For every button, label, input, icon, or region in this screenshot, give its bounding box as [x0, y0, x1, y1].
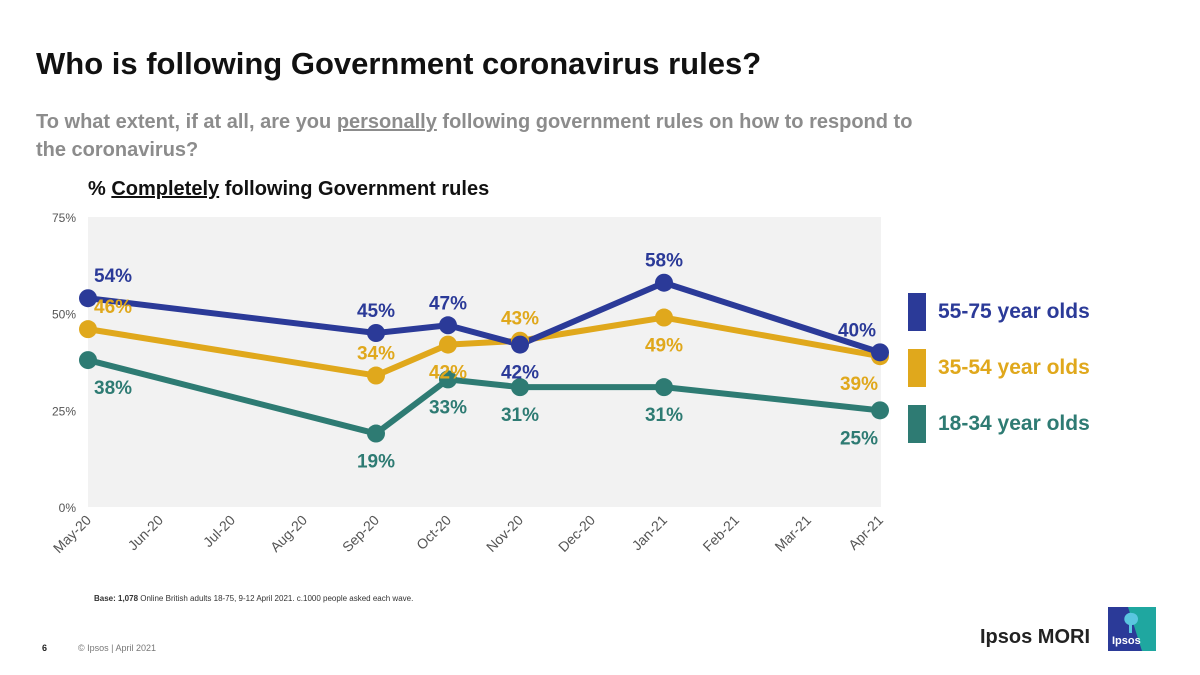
data-label: 54% — [94, 266, 132, 287]
x-tick-label: Sep-20 — [339, 512, 382, 555]
data-label: 25% — [840, 428, 878, 449]
chart-heading-prefix: % — [88, 178, 112, 200]
y-tick-label: 50% — [52, 308, 76, 322]
data-label: 42% — [501, 363, 539, 384]
series-line — [87, 279, 881, 356]
data-point — [367, 324, 385, 342]
legend-swatch — [908, 405, 926, 443]
base-count: Base: 1,078 — [94, 594, 139, 603]
legend-label: 18-34 year olds — [938, 412, 1090, 435]
data-point — [367, 366, 385, 385]
data-point — [79, 289, 97, 308]
data-label: 40% — [838, 320, 876, 341]
series-line — [87, 314, 881, 379]
question-text: To what extent, if at all, are you perso… — [36, 108, 936, 164]
plot-area — [88, 217, 881, 507]
chart-heading-suffix: following Government rules — [219, 178, 490, 200]
data-point — [655, 273, 673, 292]
series-line — [87, 357, 881, 437]
data-label: 46% — [94, 297, 132, 318]
data-point — [871, 401, 889, 420]
data-point — [511, 378, 529, 397]
data-label: 34% — [357, 344, 395, 365]
x-tick-label: Dec-20 — [555, 512, 598, 555]
ipsos-logo: Ipsos — [1108, 607, 1156, 651]
x-tick-label: Jul-20 — [200, 512, 238, 550]
data-point — [655, 378, 673, 397]
data-label: 38% — [94, 378, 132, 399]
data-point — [439, 335, 457, 354]
data-point — [655, 308, 673, 327]
legend-label: 55-75 year olds — [938, 300, 1090, 323]
data-point — [79, 351, 97, 370]
data-point — [439, 316, 457, 335]
data-label: 49% — [645, 336, 683, 357]
x-tick-label: Apr-21 — [845, 512, 886, 553]
data-label: 45% — [357, 301, 395, 322]
y-tick-label: 0% — [59, 501, 77, 515]
page-number: 6 — [42, 643, 48, 653]
question-text-emphasis: personally — [336, 111, 437, 133]
x-tick-label: Jun-20 — [125, 512, 167, 554]
slide-title: Who is following Government coronavirus … — [36, 46, 762, 81]
question-text-pre: To what extent, if at all, are you — [36, 111, 337, 133]
legend: 55-75 year olds 35-54 year olds 18-34 ye… — [908, 284, 1090, 452]
data-point — [367, 424, 385, 443]
base-description: Online British adults 18-75, 9-12 April … — [138, 594, 414, 603]
chart-heading-emphasis: Completely — [111, 178, 220, 200]
x-tick-label: Jan-21 — [629, 512, 671, 554]
y-tick-label: 75% — [52, 211, 76, 225]
legend-item-35-54: 35-54 year olds — [908, 340, 1090, 396]
x-tick-label: Oct-20 — [413, 512, 454, 553]
legend-swatch — [908, 293, 926, 331]
legend-label: 35-54 year olds — [938, 356, 1090, 379]
question-text-post: following government rules on how to res… — [36, 111, 913, 161]
x-tick-label: Aug-20 — [267, 512, 310, 555]
chart-heading: % Completely following Government rules — [88, 178, 489, 201]
x-tick-label: Mar-21 — [771, 512, 814, 555]
data-label: 33% — [429, 397, 467, 418]
base-note: Base: 1,078 Online British adults 18-75,… — [94, 594, 413, 603]
logo-text: Ipsos — [1112, 635, 1141, 647]
ipsos-logo-icon — [1108, 607, 1156, 651]
data-label: 19% — [357, 452, 395, 473]
data-point — [871, 343, 889, 362]
data-label: 58% — [645, 251, 683, 272]
data-point — [439, 370, 457, 389]
data-point — [511, 335, 529, 354]
data-label: 31% — [501, 405, 539, 426]
copyright: © Ipsos | April 2021 — [78, 643, 157, 653]
x-tick-label: Feb-21 — [699, 512, 742, 555]
data-label: 31% — [645, 405, 683, 426]
logo-head-shape — [1124, 612, 1138, 633]
data-label: 43% — [501, 309, 539, 330]
y-tick-label: 25% — [52, 404, 76, 418]
data-label: 42% — [429, 363, 467, 384]
x-tick-label: Nov-20 — [483, 512, 526, 555]
data-label: 47% — [429, 293, 467, 314]
data-point — [79, 320, 97, 339]
brand-name: Ipsos MORI — [980, 626, 1091, 648]
legend-item-55-75: 55-75 year olds — [908, 284, 1090, 340]
x-tick-label: May-20 — [50, 512, 94, 556]
legend-item-18-34: 18-34 year olds — [908, 396, 1090, 452]
data-label: 39% — [840, 374, 878, 395]
legend-swatch — [908, 349, 926, 387]
